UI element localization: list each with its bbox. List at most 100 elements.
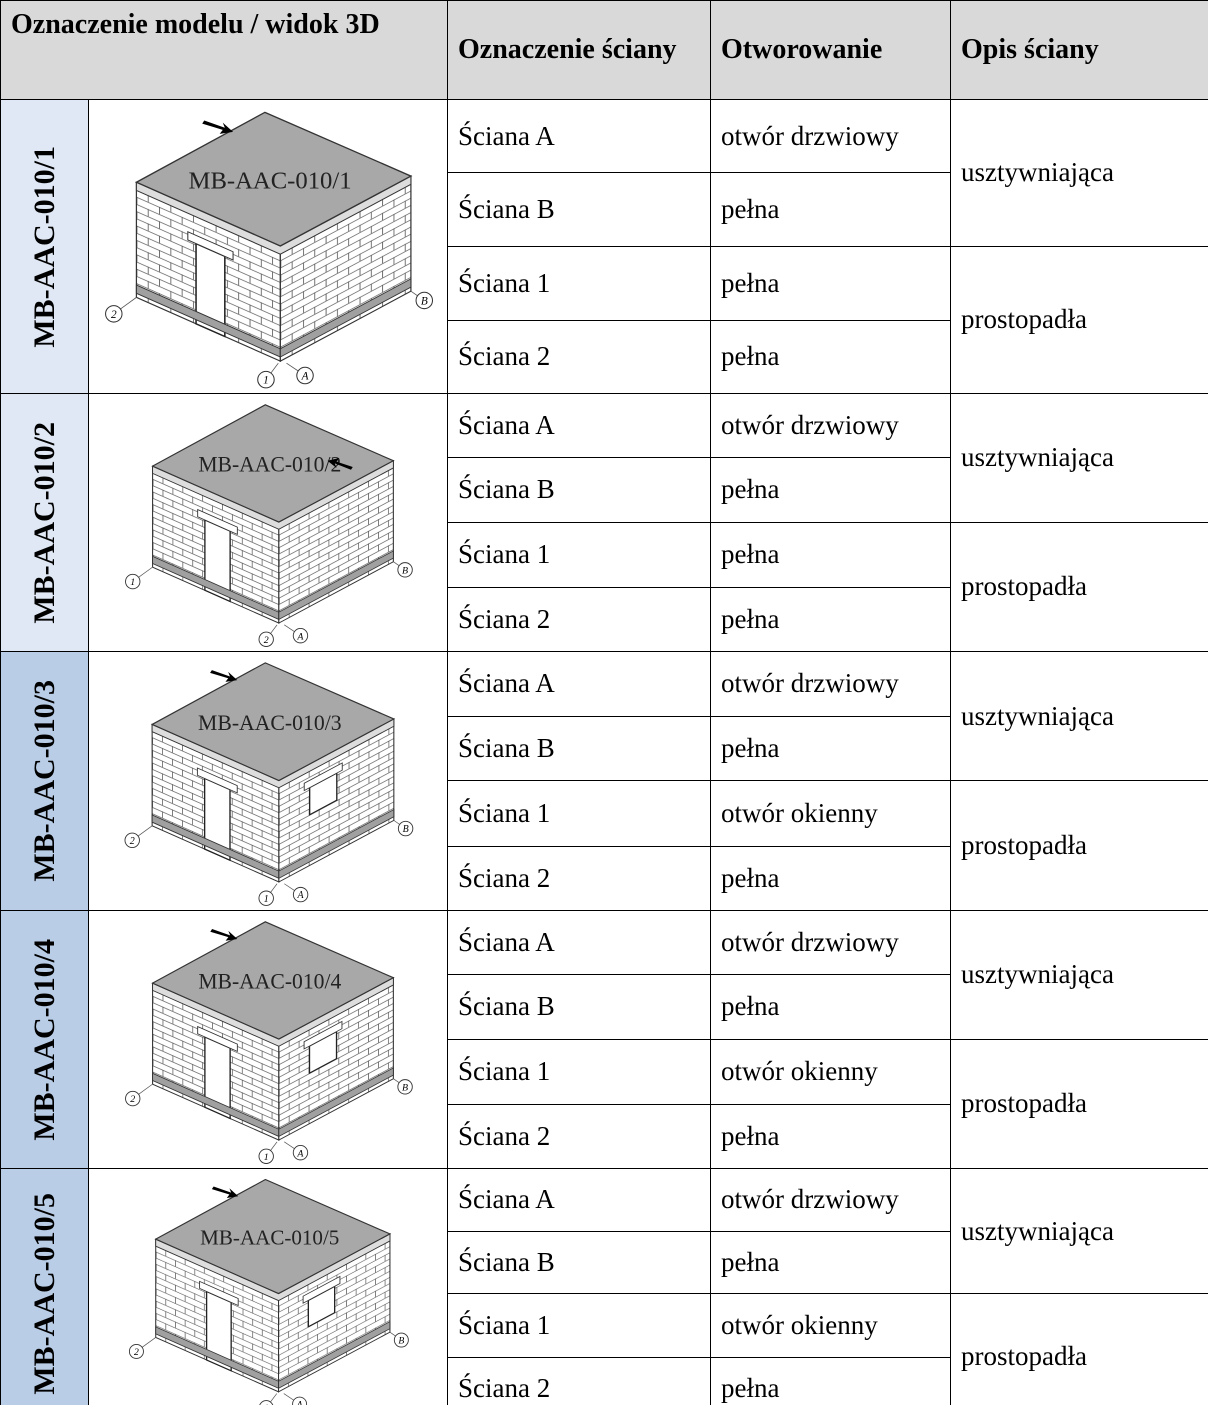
wall-name: Ściana 2 xyxy=(447,1103,712,1170)
model-image-cell: MB-AAC-010/3 2 1 A B xyxy=(87,651,449,911)
marker-circle xyxy=(397,820,414,837)
model-label: MB-AAC-010/5 xyxy=(27,1193,61,1395)
wall-name: Ściana A xyxy=(447,98,712,174)
marker-label: B xyxy=(398,1336,404,1347)
marker-label: 1 xyxy=(263,375,269,387)
wall-opening: pełna xyxy=(710,1356,952,1405)
marker-label: 1 xyxy=(130,577,135,588)
marker-circle xyxy=(296,366,314,385)
marker-circle xyxy=(393,1332,409,1348)
model-label-cell: MB-AAC-010/2 xyxy=(0,393,89,652)
right-wall xyxy=(278,976,394,1141)
marker-circle xyxy=(258,1148,274,1164)
illustration: MB-AAC-010/4 2 1 A B xyxy=(125,921,413,1164)
arrow xyxy=(327,458,353,470)
right-wall xyxy=(278,718,395,883)
marker-circle xyxy=(259,1400,274,1405)
illustration: MB-AAC-010/3 2 1 A B xyxy=(124,662,414,906)
model-label: MB-AAC-010/2 xyxy=(27,421,61,624)
model-label: MB-AAC-010/4 xyxy=(27,938,61,1141)
header-cell: Otworowanie xyxy=(710,0,952,100)
wall-row: Ściana 1 otwór okienny prostopadła xyxy=(1,1293,1208,1405)
right-wall xyxy=(278,1233,391,1393)
marker-label: 2 xyxy=(264,635,269,646)
left-wall xyxy=(152,982,280,1141)
base-band xyxy=(278,550,394,621)
header-cell: Oznaczenie modelu / widok 3D xyxy=(0,0,449,100)
left-wall xyxy=(151,723,280,883)
roof-label: MB-AAC-010/5 xyxy=(200,1225,339,1249)
base-band xyxy=(279,278,412,358)
wall-opening: pełna xyxy=(710,1103,952,1170)
wall-row: Ściana 2 pełna xyxy=(1,586,1208,653)
marker-label: 2 xyxy=(134,1347,139,1358)
illustration: MB-AAC-010/2 1 2 A B xyxy=(125,404,413,647)
marker-label: A xyxy=(301,371,309,383)
door-lintel xyxy=(197,508,238,535)
wall-name: Ściana B xyxy=(447,457,712,523)
wall-opening: pełna xyxy=(710,521,952,588)
marker-circle xyxy=(105,305,123,323)
wall-name: Ściana A xyxy=(447,1168,712,1232)
wall-name: Ściana A xyxy=(447,909,712,976)
roof xyxy=(134,111,413,247)
model-label-cell: MB-AAC-010/4 xyxy=(0,910,89,1169)
wall-name: Ściana B xyxy=(447,974,712,1040)
roof-label: MB-AAC-010/4 xyxy=(198,970,341,994)
wall-row: Ściana 1 pełna prostopadła xyxy=(1,521,1208,652)
wall-opening: otwór drzwiowy xyxy=(710,651,952,717)
wall-name: Ściana B xyxy=(447,1230,712,1294)
marker-circle xyxy=(125,1090,141,1107)
marker-label: 1 xyxy=(264,894,269,905)
marker-label: B xyxy=(421,296,428,308)
model-label-cell: MB-AAC-010/1 xyxy=(0,99,89,394)
marker-circle xyxy=(257,370,275,389)
wall-row: Ściana 2 pełna xyxy=(1,319,1208,395)
door-lintel xyxy=(197,1025,238,1052)
wall-name: Ściana 2 xyxy=(447,845,712,911)
window-lintel xyxy=(302,1275,341,1304)
roof xyxy=(151,921,395,1040)
wall-opening: pełna xyxy=(710,457,952,523)
wall-description: prostopadła xyxy=(950,521,1208,652)
marker-label: A xyxy=(296,1148,304,1159)
wall-row: Ściana 1 pełna prostopadła xyxy=(1,245,1208,394)
wall-opening: otwór drzwiowy xyxy=(710,909,952,976)
wall-description: usztywniająca xyxy=(950,651,1208,781)
model-label-cell: MB-AAC-010/3 xyxy=(0,651,89,911)
model-label-cell: MB-AAC-010/5 xyxy=(0,1168,89,1405)
marker-circle xyxy=(292,628,309,644)
header-cell: Oznaczenie ściany xyxy=(447,0,712,100)
marker-label: B xyxy=(402,565,408,576)
wall-opening: pełna xyxy=(710,715,952,781)
wall-description: usztywniająca xyxy=(950,393,1208,523)
model-image-cell: MB-AAC-010/2 1 2 A B xyxy=(87,393,449,652)
model-label: MB-AAC-010/3 xyxy=(27,680,61,882)
wall-name: Ściana 1 xyxy=(447,1038,712,1105)
arrow xyxy=(210,670,238,682)
marker-circle xyxy=(128,1344,144,1359)
window-lintel xyxy=(303,1020,343,1050)
marker-label: 1 xyxy=(264,1152,269,1163)
wall-row: Ściana 1 otwór okienny prostopadła xyxy=(1,780,1208,911)
header-row: Oznaczenie modelu / widok 3D Oznaczenie … xyxy=(0,0,1208,100)
roof-label: MB-AAC-010/3 xyxy=(198,711,342,735)
wall-description: prostopadła xyxy=(950,1038,1208,1169)
wall-name: Ściana 2 xyxy=(447,586,712,653)
door-lintel xyxy=(199,1280,239,1307)
left-wall xyxy=(152,465,280,624)
roof xyxy=(150,662,396,782)
wall-name: Ściana B xyxy=(447,715,712,781)
wall-opening: otwór drzwiowy xyxy=(710,392,952,459)
roof-label: MB-AAC-010/2 xyxy=(198,453,341,477)
wall-opening: otwór okienny xyxy=(710,1293,952,1358)
